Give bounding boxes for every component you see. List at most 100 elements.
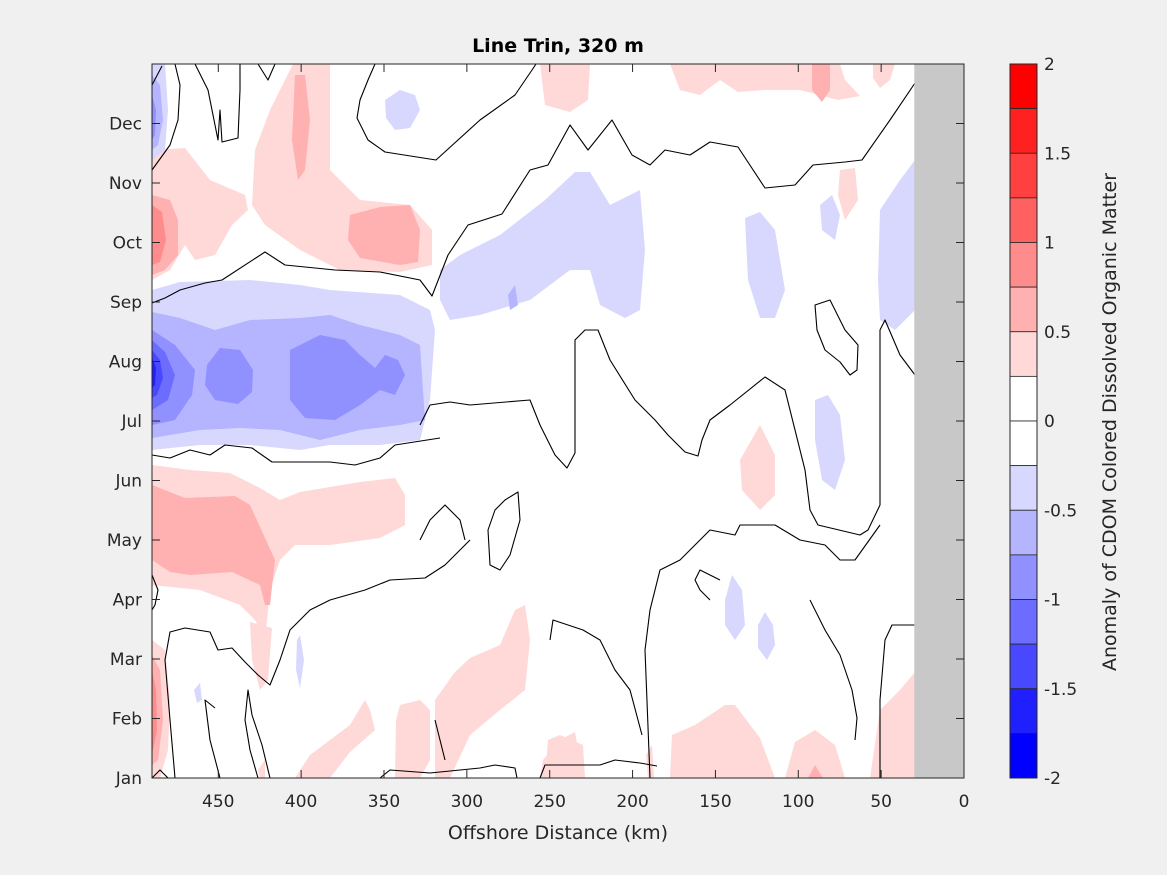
x-tick-label: 350: [368, 792, 400, 812]
zero-contour-line: [194, 64, 241, 143]
colorbar-level: [1009, 63, 1038, 110]
contour-fill-pos-jan-35: [870, 672, 915, 778]
contour-fill-neg-sep-250: [440, 172, 645, 320]
contour-fill-neg-mar-120: [758, 612, 775, 660]
contour-fill-neg-feb-460: [194, 683, 202, 703]
zero-contour-line: [257, 64, 276, 81]
colorbar-tick-label: -1.5: [1044, 680, 1077, 700]
colorbar-level: [1009, 732, 1038, 779]
x-tick-label: 200: [616, 792, 648, 812]
zero-contour-line: [152, 437, 441, 466]
contour-fill-neg-aug-3b: [205, 348, 253, 404]
x-tick-label: 300: [451, 792, 483, 812]
zero-contour-line: [644, 524, 881, 778]
contour-fill-pos-strip-390: [292, 75, 310, 180]
colorbar-level: [1009, 375, 1038, 422]
contour-fill-pos-jan-190: [646, 745, 654, 778]
zero-contour-line: [164, 539, 471, 778]
y-tick-label: Mar: [110, 650, 142, 670]
colorbar-level: [1009, 643, 1038, 690]
contour-fill-pos-feb-280: [435, 605, 530, 778]
zero-contour-line: [539, 759, 658, 778]
zero-contour-line: [879, 624, 915, 778]
colorbar-level: [1009, 331, 1038, 377]
colorbar-tick-label: 0.5: [1044, 323, 1071, 343]
contour-fill-pos-oct-west-3: [152, 205, 166, 265]
x-tick-label: 50: [870, 792, 892, 812]
zero-contour-lines: [152, 64, 916, 778]
contour-fill-neg-aug-2: [152, 312, 425, 440]
contour-fill-pos-top-240: [540, 64, 590, 112]
contour-fill-pos-top-90: [812, 64, 830, 102]
y-tick-label: Dec: [109, 115, 142, 135]
y-tick-label: Feb: [112, 710, 142, 730]
contour-fill-pos-jun-120: [740, 425, 775, 510]
x-tick-label: 250: [533, 792, 565, 812]
colorbar-level: [1009, 152, 1038, 199]
contour-fills: [152, 64, 915, 778]
colorbar: 2 1.5 1 0.5 0 -0.5 -1 -1.5 -2: [1009, 55, 1077, 789]
colorbar-level: [1009, 197, 1038, 243]
chart-title: Line Trin, 320 m: [472, 35, 644, 57]
contour-fill-pos-feb-west-3: [152, 670, 157, 750]
colorbar-level: [1009, 509, 1038, 556]
y-tick-label: Jun: [114, 472, 142, 492]
contour-fill-neg-oct-90: [820, 195, 840, 240]
contour-fill-pos-jan-85: [785, 730, 845, 778]
y-tick-label: Nov: [109, 174, 142, 194]
zero-contour-line: [152, 574, 159, 611]
y-tick-label: May: [107, 531, 142, 551]
colorbar-tick-label: 0: [1044, 412, 1055, 432]
colorbar-level: [1009, 420, 1038, 467]
contour-fill-pos-jan-370: [295, 700, 375, 778]
colorbar-level: [1009, 108, 1038, 154]
contour-fill-neg-mar-400: [296, 635, 304, 688]
colorbar-tick-label: -0.5: [1044, 501, 1077, 521]
no-data-region: [914, 64, 964, 778]
contour-fill-neg-aug-3c: [290, 335, 405, 420]
contour-fill-pos-jan-340: [395, 700, 430, 778]
contour-fill-neg-sep-250-core: [508, 285, 518, 310]
x-axis: 450 400 350 300 250 200 150 100 50 0: [202, 64, 969, 812]
zero-contour-line: [694, 569, 721, 601]
colorbar-frame: [1009, 63, 1038, 779]
contour-fill-neg-oct-40: [878, 160, 915, 330]
colorbar-tick-label: 1: [1044, 234, 1055, 254]
zero-contour-line: [809, 599, 858, 741]
x-tick-label: 150: [699, 792, 731, 812]
y-tick-label: Jul: [120, 412, 142, 432]
y-tick-label: Oct: [113, 234, 143, 254]
colorbar-tick-label: -1: [1044, 591, 1061, 611]
x-tick-label: 100: [782, 792, 814, 812]
colorbar-tick-label: -2: [1044, 769, 1061, 789]
contour-fill-pos-jan-small: [258, 760, 265, 778]
x-tick-label: 400: [285, 792, 317, 812]
plot-area[interactable]: 450 400 350 300 250 200 150 100 50 0 Jan Feb Mar Apr…: [107, 63, 970, 812]
y-tick-label: Jan: [115, 769, 142, 789]
x-axis-label: Offshore Distance (km): [448, 822, 668, 844]
zero-contour-line: [549, 619, 643, 736]
y-tick-label: Apr: [113, 591, 142, 611]
zero-contour-line: [152, 769, 169, 778]
contour-fill-neg-apr-140: [725, 575, 745, 640]
contour-fill-pos-jan-140: [670, 705, 775, 778]
colorbar-level: [1009, 599, 1038, 645]
zero-contour-line: [419, 504, 466, 541]
contour-fill-pos-oct-360: [348, 205, 420, 265]
zero-contour-line: [152, 64, 181, 171]
contour-fill-neg-oct-130: [745, 212, 785, 318]
colorbar-level: [1009, 554, 1038, 600]
colorbar-tick-label: 2: [1044, 55, 1055, 75]
zero-contour-line: [204, 699, 221, 778]
contour-fill-pos-top-50: [873, 64, 895, 88]
colorbar-level: [1009, 286, 1038, 333]
contour-fill-neg-dec-west-3: [152, 95, 156, 140]
y-axis: Jan Feb Mar Apr May Jun Jul Aug Sep Oct Nov Dec: [107, 115, 964, 789]
y-tick-label: Aug: [109, 353, 142, 373]
x-tick-label: 450: [202, 792, 234, 812]
contour-fill-neg-dec-380: [385, 90, 420, 130]
colorbar-label: Anomaly of CDOM Colored Dissolved Organi…: [1099, 173, 1121, 671]
contour-fill-pos-jan-250b: [545, 735, 585, 778]
y-tick-label: Sep: [110, 293, 142, 313]
